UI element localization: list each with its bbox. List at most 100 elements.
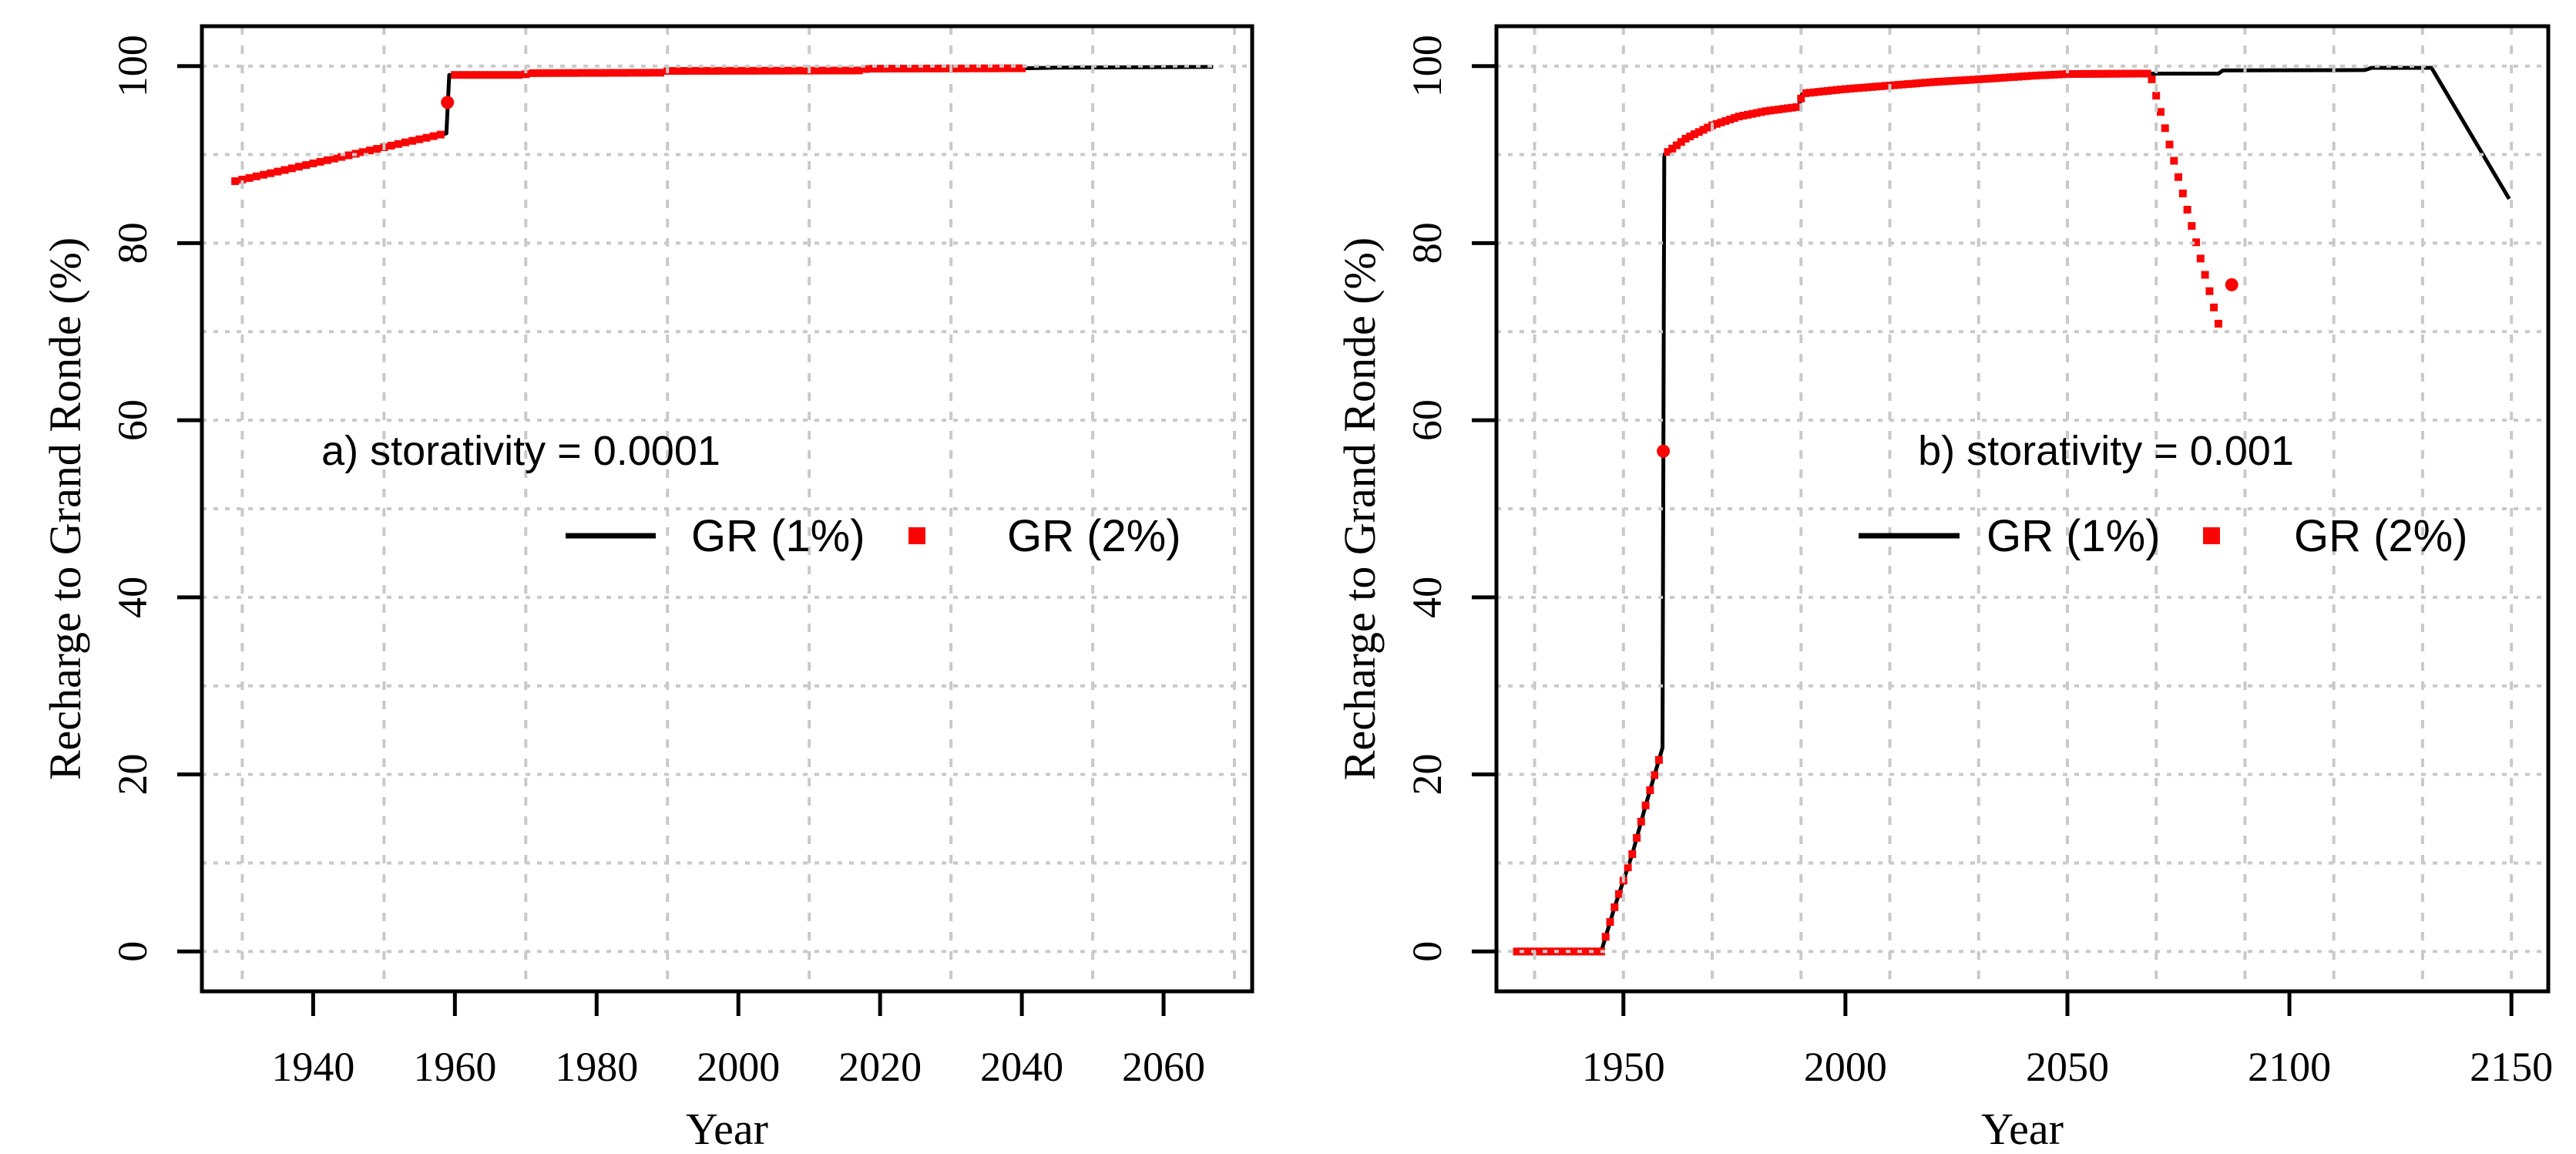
data-point-marker (2152, 92, 2161, 100)
data-point-marker (1748, 109, 1756, 118)
data-point-marker-large (2225, 278, 2238, 291)
data-point-marker (2050, 70, 2058, 79)
data-point-marker (2214, 319, 2222, 328)
data-point-marker (401, 138, 409, 146)
data-point-marker (2001, 73, 2010, 82)
data-point-marker (861, 65, 870, 73)
data-point-marker (479, 71, 488, 79)
series-markers-gr2 (231, 64, 1026, 185)
data-point-marker (2090, 69, 2098, 78)
data-point-marker (2103, 69, 2111, 78)
panel-a-series (231, 64, 1214, 185)
panel-a-y-axis: 0 20 40 60 80 100 (109, 35, 202, 962)
data-point-marker (309, 160, 317, 167)
data-point-marker (1956, 76, 1965, 85)
plot-box (200, 24, 1254, 994)
data-point-marker (515, 71, 523, 79)
data-point-marker (699, 66, 707, 75)
data-point-marker (826, 66, 835, 75)
legend-gr1-label: GR (1%) (691, 511, 865, 561)
data-point-marker (848, 66, 856, 75)
data-point-marker (1624, 863, 1632, 872)
data-point-marker (1970, 76, 1978, 84)
data-point-marker (2024, 72, 2032, 80)
panel-b-annotation: b) storativity = 0.001 (1918, 428, 2294, 474)
data-point-marker (1699, 126, 1708, 134)
data-point-marker (1757, 108, 1765, 116)
data-point-marker (1744, 110, 1752, 119)
plot-box (1494, 24, 2551, 994)
x-tick-label: 1950 (1582, 1044, 1665, 1090)
y-axis-title: Recharge to Grand Ronde (%) (40, 237, 90, 780)
data-point-marker (542, 69, 551, 77)
data-point-marker (465, 71, 473, 79)
data-point-marker (2170, 156, 2178, 165)
data-point-marker (1850, 84, 1859, 93)
data-point-marker (720, 66, 728, 75)
data-point-marker (2006, 73, 2014, 82)
data-point-marker (912, 65, 920, 72)
data-point-marker (1770, 106, 1778, 114)
data-point-marker (1992, 74, 2000, 82)
data-point-marker (1788, 103, 1796, 112)
data-point-marker (1859, 83, 1867, 92)
data-point-marker (684, 66, 693, 75)
data-point-marker (1832, 86, 1841, 94)
data-point-marker (748, 66, 757, 75)
x-tick-label: 2000 (1804, 1044, 1887, 1090)
data-point-marker (734, 66, 743, 75)
data-point-marker (302, 161, 311, 170)
data-point-marker (267, 169, 275, 177)
data-point-marker (1561, 947, 1570, 956)
data-point-marker (1654, 755, 1663, 764)
x-tick-label: 2000 (697, 1044, 780, 1090)
data-point-marker (1633, 833, 1641, 842)
x-tick-label: 1940 (271, 1044, 354, 1090)
data-point-marker (536, 69, 544, 77)
data-point-marker (1916, 79, 1925, 87)
data-point-marker (1752, 109, 1761, 117)
data-point-marker (1664, 148, 1672, 156)
data-point-marker (2165, 140, 2174, 149)
x-axis-title: Year (686, 1104, 768, 1154)
x-tick-label: 2050 (2026, 1044, 2109, 1090)
data-point-marker (1010, 64, 1019, 72)
data-point-marker (429, 132, 438, 140)
data-point-marker (1641, 801, 1650, 809)
data-point-marker (1868, 82, 1876, 91)
data-point-marker (557, 69, 566, 77)
data-point-marker (338, 153, 346, 161)
data-point-marker (1610, 903, 1619, 911)
data-point-marker (1672, 141, 1681, 150)
data-point-marker (2143, 69, 2151, 78)
data-point-marker (2027, 72, 2036, 80)
data-point-marker (2094, 69, 2103, 78)
data-point-marker (331, 154, 338, 163)
data-point-marker (1628, 850, 1637, 858)
data-point-marker (1802, 89, 1809, 97)
data-point-marker (628, 69, 636, 77)
data-point-marker (2178, 189, 2187, 197)
data-point-marker (2130, 69, 2138, 78)
data-point-marker (1930, 78, 1939, 86)
data-point-marker (1815, 88, 1823, 96)
data-point-marker (777, 66, 785, 75)
data-point-marker (1841, 85, 1849, 93)
data-point-marker (238, 175, 247, 183)
data-point-marker-large (1657, 444, 1671, 458)
data-point-marker (1717, 118, 1725, 126)
data-point-marker (2205, 287, 2214, 295)
y-tick-label: 80 (109, 222, 156, 264)
panel-a-x-axis: 1940 1960 1980 2000 2020 2040 2060 (271, 991, 1205, 1090)
data-point-marker (500, 71, 509, 79)
data-point-marker (1691, 130, 1698, 139)
data-point-marker (925, 64, 934, 72)
data-point-marker (2081, 69, 2089, 78)
data-point-marker (387, 141, 395, 150)
data-point-marker (741, 66, 750, 75)
data-point-marker (2072, 70, 2081, 78)
x-tick-label: 2100 (2248, 1044, 2331, 1090)
data-point-marker (586, 69, 594, 77)
data-point-marker (472, 71, 480, 79)
data-point-marker (1593, 947, 1601, 956)
